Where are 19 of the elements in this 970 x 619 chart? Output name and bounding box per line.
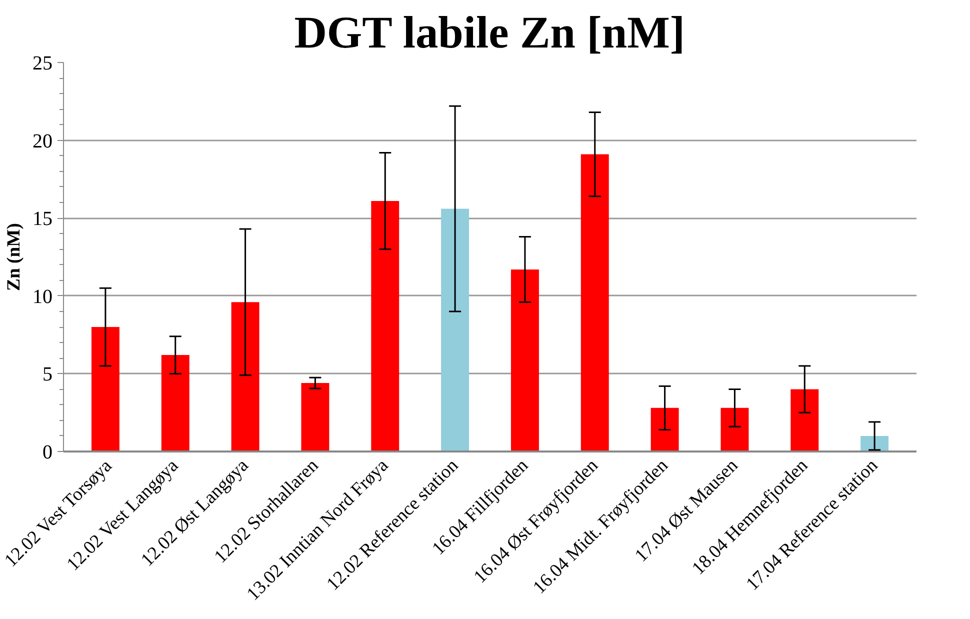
y-tick-label: 10 [32,286,52,308]
bar [580,154,609,452]
bar [161,355,190,452]
bar [371,200,400,452]
y-axis-title: Zn (nM) [4,223,24,291]
y-tick-label: 5 [42,364,52,386]
y-tick-label: 0 [42,442,52,464]
y-tick-label: 20 [32,130,52,152]
bar [301,383,330,452]
bar [231,302,260,452]
y-tick-label: 15 [32,208,52,230]
bar [650,408,679,452]
chart-title: DGT labile Zn [nM] [294,8,686,58]
bar [790,389,819,452]
bar [441,208,470,452]
bar [720,408,749,452]
y-tick-label: 25 [32,52,52,74]
bar [510,269,539,452]
bar [91,327,120,452]
